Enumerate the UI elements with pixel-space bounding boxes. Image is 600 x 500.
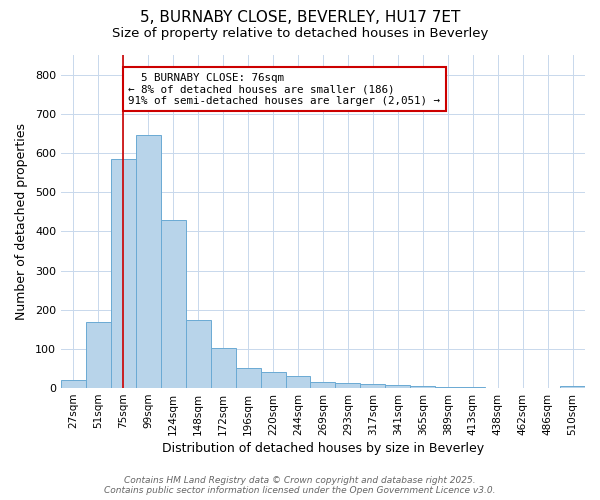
Bar — [310, 382, 335, 388]
Bar — [186, 320, 211, 388]
Bar — [260, 372, 286, 388]
Bar — [211, 348, 236, 388]
Bar — [136, 136, 161, 388]
Bar — [435, 387, 460, 388]
Bar — [560, 386, 585, 388]
Bar — [335, 384, 361, 388]
Bar — [61, 380, 86, 388]
Bar — [410, 386, 435, 388]
Bar — [86, 322, 111, 388]
Bar — [111, 159, 136, 388]
Bar — [385, 385, 410, 388]
Text: 5, BURNABY CLOSE, BEVERLEY, HU17 7ET: 5, BURNABY CLOSE, BEVERLEY, HU17 7ET — [140, 10, 460, 25]
Bar — [361, 384, 385, 388]
Text: 5 BURNABY CLOSE: 76sqm
← 8% of detached houses are smaller (186)
91% of semi-det: 5 BURNABY CLOSE: 76sqm ← 8% of detached … — [128, 72, 440, 106]
Bar — [161, 220, 186, 388]
Text: Contains HM Land Registry data © Crown copyright and database right 2025.
Contai: Contains HM Land Registry data © Crown c… — [104, 476, 496, 495]
X-axis label: Distribution of detached houses by size in Beverley: Distribution of detached houses by size … — [162, 442, 484, 455]
Bar — [236, 368, 260, 388]
Text: Size of property relative to detached houses in Beverley: Size of property relative to detached ho… — [112, 28, 488, 40]
Y-axis label: Number of detached properties: Number of detached properties — [15, 123, 28, 320]
Bar — [286, 376, 310, 388]
